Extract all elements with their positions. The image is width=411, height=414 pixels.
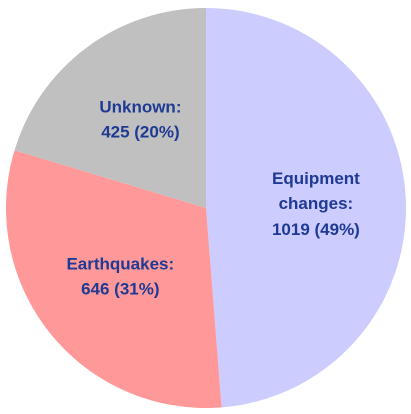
- slice-label: Unknown: 425 (20%): [75, 94, 205, 145]
- slice-name: Unknown:: [99, 97, 182, 117]
- slice-value: 1019 (49%): [271, 219, 360, 239]
- slice-value: 646 (31%): [81, 279, 160, 299]
- pie-slice: [206, 8, 406, 408]
- slice-label: Equipment changes: 1019 (49%): [251, 165, 381, 242]
- slice-value: 425 (20%): [101, 122, 180, 142]
- slice-name: Equipment changes:: [271, 168, 360, 213]
- slice-label: Earthquakes: 646 (31%): [55, 251, 185, 302]
- pie-slice: [6, 150, 222, 408]
- slice-name: Earthquakes:: [66, 254, 175, 274]
- pie-slice: [14, 8, 207, 208]
